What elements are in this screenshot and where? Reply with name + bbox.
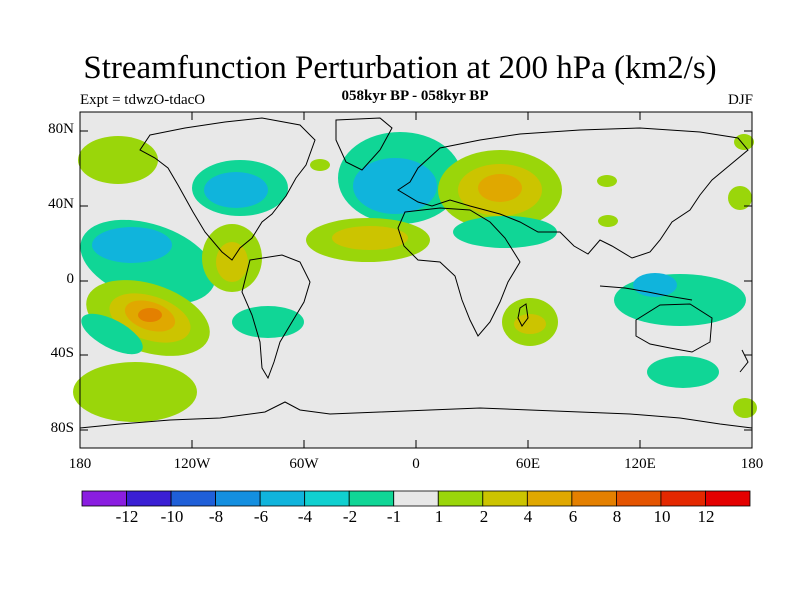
coastline-eurasia [397,127,749,259]
contour-positive-region [598,215,618,227]
contour-positive-region [728,186,752,210]
contour-negative-region [232,306,304,338]
colorbar-swatch [215,490,261,507]
contour-positive-region [73,362,197,422]
colorbar-label: -6 [253,507,269,526]
coastline-new-zealand [739,349,749,373]
colorbar-label: -12 [115,507,139,526]
coastline-indonesia [599,285,693,301]
colorbar-label: 12 [697,507,715,526]
lat-label-80n: 80N [48,121,74,137]
contour-positive-region [216,242,248,282]
colorbar-swatch [616,490,662,507]
lon-label-180e: 180 [740,456,764,472]
contour-positive-region [597,175,617,187]
colorbar-swatch [348,490,395,507]
coastline-south-america [241,254,311,380]
contour-positive-region [332,226,408,250]
colorbar-swatch [170,490,216,507]
colorbar-label: 4 [523,507,533,526]
contour-fields [73,132,757,422]
colorbar-swatch [126,490,172,507]
coastline-north-america [139,117,316,261]
contour-positive-region [514,314,546,334]
colorbar-label: -1 [386,507,402,526]
lon-label-180w: 180 [68,456,92,472]
contour-positive-region [734,134,754,150]
colorbar-swatch [304,490,350,507]
colorbar-swatch [259,490,306,507]
lon-label-120e: 120E [624,456,656,472]
contour-positive-region [310,159,330,171]
contour-negative-region [204,172,268,208]
lat-label-40n: 40N [48,196,74,212]
contour-positive-region [478,174,522,202]
colorbar-label: 8 [612,507,622,526]
coastlines [79,117,753,429]
contour-positive-region [138,308,162,322]
colorbar-swatch [526,490,573,507]
colorbar-label: 2 [479,507,489,526]
colorbar-label: -8 [208,507,224,526]
colorbar-swatch [705,490,751,507]
season-label: DJF [727,92,753,108]
period-subtitle: 058kyr BP - 058kyr BP [341,88,489,104]
colorbar-swatch [482,490,528,507]
lat-label-0: 0 [66,271,75,287]
colorbar-label: -2 [342,507,358,526]
coastline-antarctica [79,401,753,429]
colorbar-label: 10 [653,507,671,526]
lat-label-40s: 40S [50,345,74,361]
colorbar-swatch [437,490,484,507]
colorbar-swatch [571,490,617,507]
coastline-australia [635,303,713,353]
contour-negative-region [453,216,557,248]
lon-label-60e: 60E [515,456,541,472]
lon-label-120w: 120W [173,456,211,472]
colorbar-label: 1 [434,507,444,526]
colorbar-swatch [81,490,127,507]
contour-negative-region [647,356,719,388]
axis-ticks [80,112,752,448]
contour-negative-region [92,227,172,263]
contour-positive-region [733,398,757,418]
colorbar-label: -10 [160,507,184,526]
coastline-greenland [335,117,393,171]
coastline-africa [397,207,521,337]
lon-label-0: 0 [412,456,420,472]
lon-label-60w: 60W [289,456,319,472]
contour-positive-region [78,136,158,184]
colorbar-label: 6 [568,507,578,526]
lat-label-80s: 80S [50,420,74,436]
colorbar-label: -4 [297,507,313,526]
coastline-madagascar [517,303,529,327]
colorbar-swatch [660,490,706,507]
experiment-label: Expt = tdwzO-tdacO [80,92,206,108]
colorbar [81,490,751,507]
colorbar-swatch [393,490,439,507]
chart-title: Streamfunction Perturbation at 200 hPa (… [83,50,717,86]
contour-negative-region [81,313,143,355]
